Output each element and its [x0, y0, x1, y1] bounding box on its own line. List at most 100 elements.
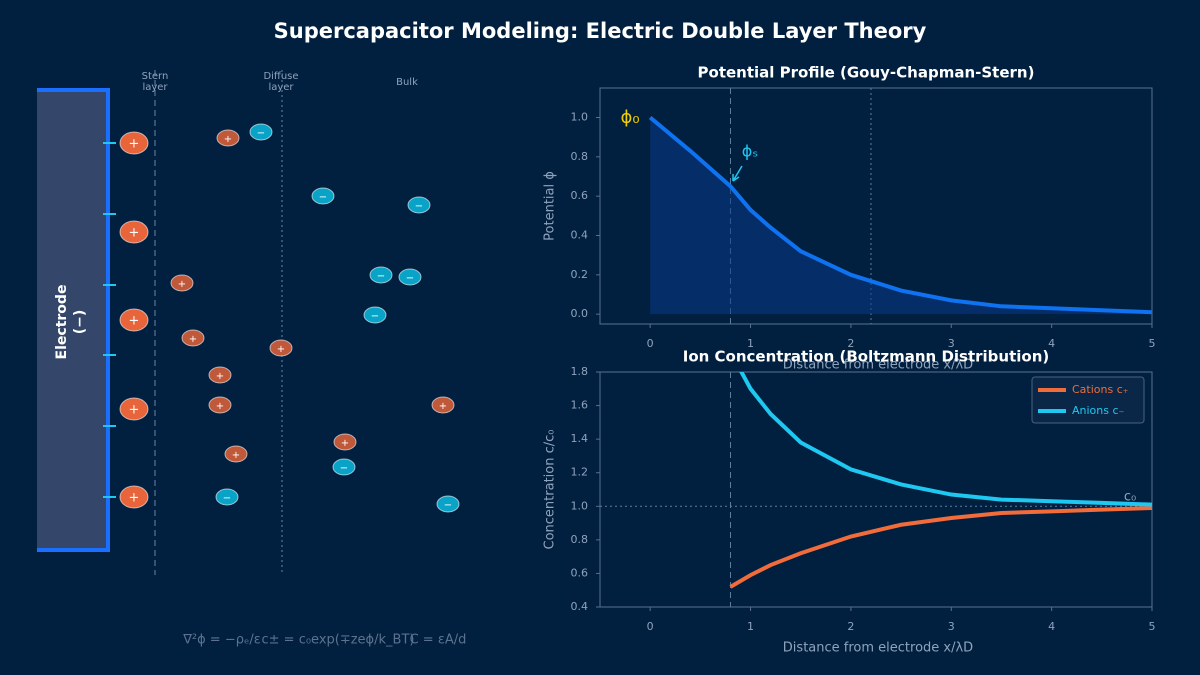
region-label: layer	[268, 82, 294, 93]
anion-sign: −	[415, 201, 423, 212]
cation	[119, 308, 149, 332]
cation-sign: +	[129, 491, 140, 506]
legend-label: Anions c₋	[1072, 404, 1125, 417]
x-tick-label: 4	[1048, 620, 1055, 633]
formula: c± = c₀exp(∓zeϕ/k_BT)	[262, 633, 415, 648]
cation	[119, 397, 149, 421]
x-tick-label: 4	[1048, 337, 1055, 350]
x-axis-label: Distance from electrode x/λD	[783, 641, 973, 656]
y-axis-label: Potential ϕ	[543, 171, 558, 241]
line	[739, 372, 1152, 507]
y-tick-label: 1.2	[571, 466, 589, 479]
x-tick-label: 1	[747, 337, 754, 350]
cation-sign: +	[178, 279, 186, 290]
y-tick-label: 0.6	[571, 566, 589, 579]
cation	[119, 220, 149, 244]
cation-sign: +	[224, 134, 232, 145]
electrode	[37, 90, 108, 550]
x-tick-label: 3	[948, 620, 955, 633]
y-tick-label: 0.6	[571, 189, 589, 202]
chart-title: Potential Profile (Gouy-Chapman-Stern)	[698, 64, 1035, 82]
cation-sign: +	[189, 334, 197, 345]
anion	[369, 266, 393, 284]
cation	[119, 485, 149, 509]
anion-sign: −	[319, 192, 327, 203]
annotation: c₀	[1124, 490, 1136, 505]
anion	[398, 268, 422, 286]
anion-sign: −	[377, 271, 385, 282]
region-label: Bulk	[396, 77, 418, 88]
cation	[431, 396, 455, 414]
formula: ∇²ϕ = −ρₑ/ε	[182, 633, 261, 648]
x-tick-label: 2	[847, 620, 854, 633]
y-tick-label: 0.4	[571, 229, 589, 242]
electrode-label: (−)	[72, 310, 88, 335]
cation-sign: +	[232, 450, 240, 461]
y-tick-label: 1.0	[571, 499, 589, 512]
cation	[170, 274, 194, 292]
anion	[363, 306, 387, 324]
cation	[333, 433, 357, 451]
formula: C = εA/d	[410, 633, 467, 648]
line	[648, 115, 1152, 315]
x-tick-label: 0	[647, 620, 654, 633]
anion	[249, 123, 273, 141]
cation	[181, 329, 205, 347]
cation-sign: +	[129, 137, 140, 152]
anion	[215, 488, 239, 506]
x-axis-label: Distance from electrode x/λD	[783, 358, 973, 373]
y-tick-label: 0.4	[571, 600, 589, 613]
y-tick-label: 1.8	[571, 365, 589, 378]
anion-sign: −	[406, 273, 414, 284]
cation-sign: +	[439, 401, 447, 412]
anion-sign: −	[444, 500, 452, 511]
y-tick-label: 1.0	[571, 111, 589, 124]
anion-sign: −	[340, 463, 348, 474]
cation-sign: +	[341, 438, 349, 449]
electrode-label: Electrode	[54, 285, 70, 360]
anion-sign: −	[223, 493, 231, 504]
anion	[311, 187, 335, 205]
legend-label: Cations c₊	[1072, 383, 1129, 396]
x-tick-label: 2	[847, 337, 854, 350]
y-tick-label: 0.8	[571, 150, 589, 163]
x-tick-label: 5	[1149, 337, 1156, 350]
x-tick-label: 1	[747, 620, 754, 633]
chart-title: Ion Concentration (Boltzmann Distributio…	[683, 348, 1050, 366]
y-tick-label: 0.8	[571, 533, 589, 546]
region-label: Stern	[142, 71, 169, 82]
edl-diagram	[37, 70, 283, 575]
cation	[119, 131, 149, 155]
x-tick-label: 0	[647, 337, 654, 350]
y-tick-label: 1.6	[571, 399, 589, 412]
cation	[208, 366, 232, 384]
cation-sign: +	[129, 403, 140, 418]
region-label: Diffuse	[263, 71, 298, 82]
annotation: ϕₛ	[742, 142, 759, 161]
area	[650, 117, 1152, 315]
y-tick-label: 0.0	[571, 307, 589, 320]
electrode-edge	[37, 88, 110, 552]
y-axis-label: Concentration c/c₀	[543, 430, 558, 550]
page-title: Supercapacitor Modeling: Electric Double…	[274, 19, 927, 43]
cation	[224, 445, 248, 463]
cation-sign: +	[216, 371, 224, 382]
annotation: ϕ₀	[620, 107, 639, 128]
region-label: layer	[142, 82, 168, 93]
anion	[436, 495, 460, 513]
y-tick-label: 0.2	[571, 268, 589, 281]
cation-sign: +	[277, 344, 285, 355]
axes-frame	[599, 87, 1153, 325]
y-tick-label: 1.4	[571, 432, 589, 445]
cation	[269, 339, 293, 357]
anion	[332, 458, 356, 476]
axes-frame	[599, 371, 1153, 608]
cation-sign: +	[216, 401, 224, 412]
line	[729, 505, 1152, 589]
cation-sign: +	[129, 226, 140, 241]
anion-sign: −	[371, 311, 379, 322]
x-tick-label: 3	[948, 337, 955, 350]
x-tick-label: 5	[1149, 620, 1156, 633]
annotation-arrow	[732, 165, 743, 182]
